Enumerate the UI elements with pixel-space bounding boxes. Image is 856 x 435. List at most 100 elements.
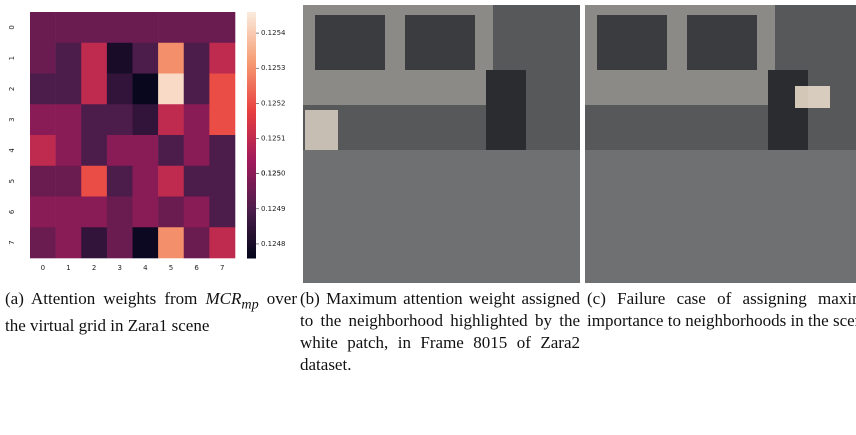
colorbar-band (247, 247, 256, 251)
x-tick-label: 7 (220, 264, 224, 272)
colorbar-band (247, 30, 256, 33)
colorbar-band (247, 151, 256, 154)
caption-text: (c) Failure case of assigning maximum im… (587, 289, 856, 330)
colorbar-band (247, 202, 256, 206)
colorbar-band (247, 208, 256, 212)
heat-cell (81, 73, 108, 105)
heat-cell (183, 135, 210, 167)
y-tick-label: 2 (8, 87, 16, 91)
heat-cell (55, 196, 82, 228)
colorbar-band (247, 44, 256, 48)
colorbar-band (247, 135, 256, 138)
colorbar-band (247, 26, 256, 29)
colorbar-band (247, 159, 256, 163)
y-tick-label: 4 (8, 148, 16, 153)
colorbar-band (247, 198, 256, 202)
colorbar-band (247, 130, 256, 134)
colorbar-band (247, 42, 256, 46)
colorbar-band (247, 176, 256, 179)
colorbar-band (247, 233, 256, 236)
colorbar-band (247, 231, 256, 234)
colorbar-band (247, 204, 256, 208)
colorbar-band (247, 116, 256, 120)
colorbar-band (247, 161, 256, 165)
colorbar-band (247, 147, 256, 150)
caption-text: over the virtual grid in Zara1 scene (5, 289, 297, 336)
colorbar-band (247, 12, 256, 15)
colorbar-band (247, 69, 256, 72)
colorbar-band (247, 155, 256, 159)
colorbar-band (247, 63, 256, 66)
colorbar-band (247, 186, 256, 189)
heat-cell (158, 196, 185, 228)
heat-cell (209, 135, 236, 167)
heat-cell (106, 196, 133, 228)
heat-cell (132, 42, 159, 74)
colorbar-band (247, 110, 256, 113)
colorbar-band (247, 28, 256, 31)
colorbar-band (247, 221, 256, 224)
colorbar-band (247, 59, 256, 62)
heat-cell (209, 12, 236, 44)
caption-text: (a) Attention weights from (5, 289, 198, 308)
caption-subscript: mp (241, 296, 259, 313)
colorbar-band (247, 180, 256, 183)
heat-cell (106, 73, 133, 105)
colorbar-band (247, 120, 256, 124)
heat-cell (158, 165, 185, 197)
colorbar-band (247, 153, 256, 156)
colorbar-band (247, 89, 256, 93)
heat-cell (55, 12, 82, 44)
x-tick-label: 2 (92, 264, 96, 272)
heat-cell (81, 42, 108, 74)
colorbar-band (247, 91, 256, 95)
heat-cell (183, 227, 210, 259)
colorbar-band (247, 253, 256, 257)
heat-cell (55, 104, 82, 136)
heat-cell (55, 227, 82, 259)
heat-cell (132, 73, 159, 105)
colorbar-band (247, 235, 256, 238)
heat-cell (209, 165, 236, 197)
colorbar-band (247, 219, 256, 222)
colorbar-band (247, 79, 256, 83)
y-tick-label: 3 (8, 117, 16, 121)
colorbar-band (247, 53, 256, 56)
colorbar-band (247, 194, 256, 197)
colorbar-band (247, 188, 256, 191)
colorbar-band (247, 48, 256, 52)
heat-cell (55, 135, 82, 167)
x-tick-label: 6 (194, 264, 199, 272)
heat-cell (158, 12, 185, 44)
colorbar-band (247, 190, 256, 193)
heat-cell (183, 104, 210, 136)
heat-cell (30, 227, 56, 259)
colorbar-band (247, 85, 256, 89)
colorbar-band (247, 239, 256, 243)
caption-c: (c) Failure case of assigning maximum im… (587, 288, 856, 332)
colorbar-tick-label: 0.1253 (261, 64, 286, 72)
heat-cell (30, 196, 56, 228)
colorbar-band (247, 114, 256, 118)
heat-cell (158, 104, 185, 136)
heat-cell (81, 165, 108, 197)
heat-cell (30, 42, 56, 74)
colorbar-band (247, 243, 256, 247)
colorbar-band (247, 210, 256, 214)
heat-cell (106, 135, 133, 167)
heat-cell (81, 196, 108, 228)
heat-cell (132, 196, 159, 228)
colorbar-band (247, 14, 256, 17)
colorbar-band (247, 217, 256, 220)
heat-cell (106, 227, 133, 259)
colorbar-band (247, 163, 256, 167)
colorbar-band (247, 184, 256, 187)
heat-cell (81, 227, 108, 259)
x-tick-label: 4 (143, 264, 148, 272)
caption-a: (a) Attention weights from MCRmp over th… (5, 288, 297, 337)
x-tick-label: 1 (66, 264, 70, 272)
heat-cell (183, 73, 210, 105)
colorbar-band (247, 94, 256, 97)
heat-cell (183, 165, 210, 197)
